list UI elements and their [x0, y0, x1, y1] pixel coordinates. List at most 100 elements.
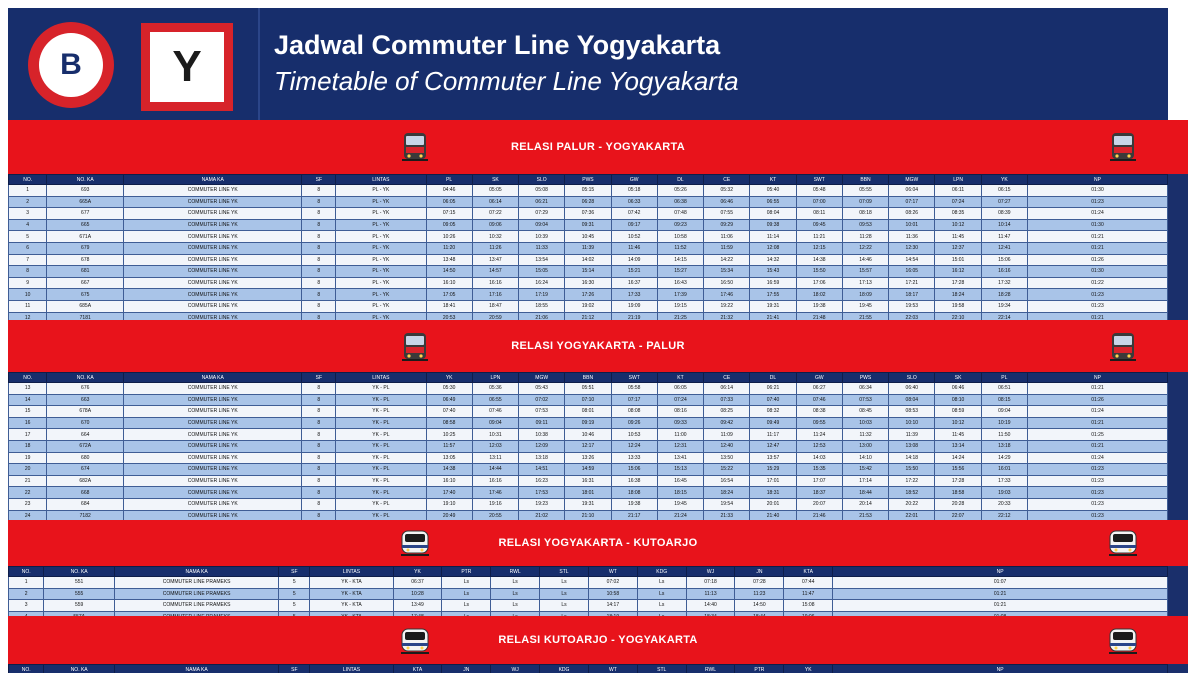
table-cell: YK - PL: [335, 428, 427, 441]
table-cell: 8: [301, 253, 337, 267]
table-cell: 01:23: [1026, 486, 1169, 499]
table-cell: 05:43: [518, 382, 566, 395]
table-cell: 14:59: [564, 463, 612, 476]
table-cell: 15:13: [656, 463, 705, 476]
column-header: JN: [734, 566, 785, 577]
table-cell: 08:11: [795, 207, 843, 220]
column-header: PWS: [564, 174, 612, 185]
table-cell: 8: [301, 416, 337, 430]
table-cell: 19:31: [749, 299, 797, 313]
table-cell: 18:01: [564, 486, 612, 499]
table-cell: COMMUTER LINE YK: [123, 288, 303, 301]
table-cell: PL - YK: [335, 195, 427, 209]
table-cell: 17:28: [934, 276, 982, 290]
table-cell: 551: [43, 576, 115, 589]
table-cell: PL - YK: [335, 184, 427, 197]
table-header-row: NO. NO. KA NAMA KA SF LINTAS PL SK SLO PWS GW DL CE…: [8, 174, 1169, 185]
table-row: 5 671A COMMUTER LINE YK 8 PL - YK 10:26 10:32 1…: [8, 230, 1169, 243]
column-header: PTR: [441, 566, 492, 577]
table-row: 11 685A COMMUTER LINE YK 8 PL - YK 18:41 18:47…: [8, 299, 1169, 313]
column-header: BBN: [841, 174, 890, 185]
table-row: 8 681 COMMUTER LINE YK 8 PL - YK 14:50 14:57 15…: [8, 265, 1169, 278]
table-cell: PL - YK: [335, 288, 427, 301]
table-cell: 21: [8, 474, 48, 488]
table-cell: 14:32: [749, 253, 797, 267]
header-divider: [258, 8, 260, 120]
timetable-table: NO. NO. KA NAMA KA SF LINTAS YK LPN MGW BBN SWT KT…: [8, 372, 1169, 523]
table-cell: 677: [46, 207, 125, 220]
column-header: YK: [980, 174, 1028, 185]
table-cell: 14:50: [734, 599, 785, 612]
column-header: NAMA KA: [123, 174, 303, 185]
table-cell: 13:00: [841, 439, 890, 453]
logo-b-letter: B: [60, 48, 82, 81]
table-cell: 12:09: [518, 439, 566, 453]
table-cell: 14:38: [425, 463, 473, 476]
table-cell: 07:40: [749, 393, 797, 407]
table-cell: 08:53: [888, 405, 936, 418]
table-cell: 01:24: [1026, 405, 1169, 418]
table-cell: 06:49: [425, 393, 473, 407]
table-cell: 05:36: [471, 382, 520, 395]
table-cell: 09:42: [703, 416, 751, 430]
table-cell: 06:46: [934, 382, 982, 395]
table-cell: 13:54: [518, 253, 566, 267]
table-cell: 15:50: [795, 265, 843, 278]
table-cell: 06:04: [888, 184, 936, 197]
column-header: NO. KA: [46, 372, 125, 383]
table-cell: 07:24: [934, 195, 982, 209]
table-cell: Ls: [490, 576, 541, 589]
table-cell: 3: [8, 207, 48, 220]
table-cell: 12:41: [980, 241, 1028, 255]
table-cell: 09:19: [564, 416, 612, 430]
table-cell: 17:06: [795, 276, 843, 290]
table-cell: 17:07: [795, 474, 843, 488]
column-header: PL: [425, 174, 473, 185]
table-cell: 17:16: [471, 288, 520, 301]
table-cell: 07:28: [734, 576, 785, 589]
table-cell: 06:21: [518, 195, 566, 209]
table-cell: 12:30: [888, 241, 936, 255]
table-cell: 01:21: [832, 599, 1168, 612]
table-cell: 12:15: [795, 241, 843, 255]
table-cell: COMMUTER LINE YK: [123, 497, 303, 511]
table-cell: 08:32: [749, 405, 797, 418]
table-cell: 5: [278, 576, 311, 589]
table-cell: COMMUTER LINE YK: [123, 474, 303, 488]
table-cell: YK - PL: [335, 405, 427, 418]
table-cell: COMMUTER LINE YK: [123, 276, 303, 290]
table-cell: 8: [301, 195, 337, 209]
table-cell: 13:41: [656, 451, 705, 465]
table-cell: 05:40: [749, 184, 797, 197]
table-cell: 16:01: [980, 463, 1028, 476]
table-cell: 08:04: [888, 393, 936, 407]
table-cell: 14:29: [980, 451, 1028, 465]
table-cell: 07:17: [610, 393, 658, 407]
column-header: KDG: [539, 664, 589, 673]
table-cell: 13:18: [980, 439, 1028, 453]
column-header: NAMA KA: [113, 566, 280, 577]
table-cell: COMMUTER LINE YK: [123, 265, 303, 278]
table-cell: 14:22: [703, 253, 751, 267]
table-cell: 08:59: [934, 405, 982, 418]
logo-y: Y: [141, 23, 233, 111]
column-header: JN: [441, 664, 492, 673]
table-cell: 06:55: [749, 195, 797, 209]
table-cell: 07:02: [587, 576, 638, 589]
table-cell: 16:59: [749, 276, 797, 290]
table-cell: 05:48: [795, 184, 843, 197]
table-cell: 20: [8, 463, 48, 476]
table-cell: YK - KTA: [309, 587, 394, 601]
table-cell: 17:46: [471, 486, 520, 499]
table-cell: 05:18: [610, 184, 658, 197]
section-title: RELASI KUTOARJO - YOGYAKARTA: [498, 634, 698, 646]
table-cell: 09:26: [610, 416, 658, 430]
table-cell: 14:38: [795, 253, 843, 267]
table-cell: 06:21: [749, 382, 797, 395]
table-cell: 13:33: [610, 451, 658, 465]
table-cell: 08:39: [980, 207, 1028, 220]
table-row: 19 680 COMMUTER LINE YK 8 YK - PL 13:05 13:11 1…: [8, 451, 1169, 465]
table-cell: 14:40: [685, 599, 736, 612]
table-cell: 07:22: [471, 207, 520, 220]
column-header: NAMA KA: [113, 664, 280, 673]
